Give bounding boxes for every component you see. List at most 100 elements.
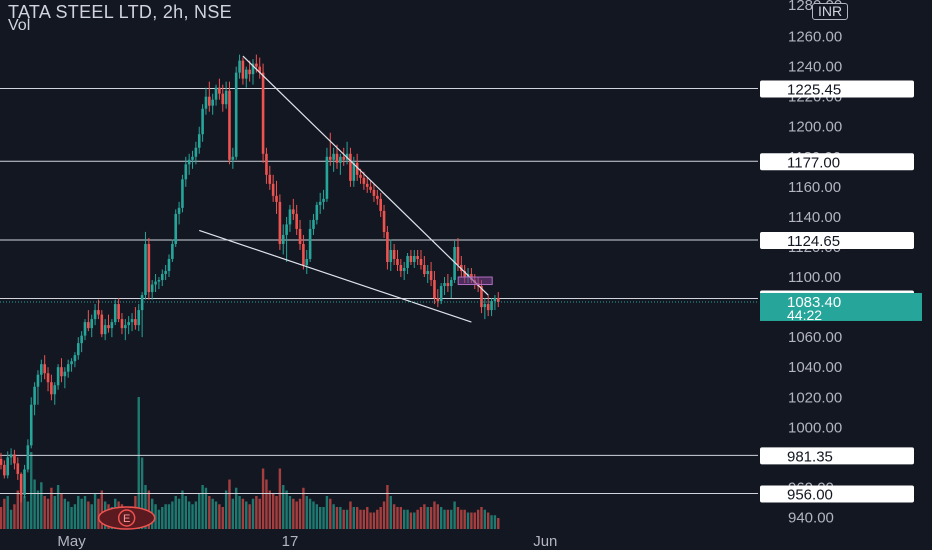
volume-bar: [181, 490, 184, 529]
volume-bar: [453, 501, 456, 529]
candle-body: [423, 265, 426, 275]
horizontal-levels: [0, 87, 758, 494]
volume-bar: [480, 507, 483, 529]
candle-body: [3, 464, 6, 476]
candle-body: [87, 322, 90, 329]
candle-body: [292, 209, 295, 214]
candle-body: [453, 246, 456, 281]
candle-body: [231, 156, 235, 160]
volume-bar: [322, 507, 325, 529]
candle-body: [167, 258, 171, 272]
candle-body: [278, 201, 282, 244]
volume-bar: [157, 509, 161, 529]
candle-body: [201, 108, 204, 135]
volume-bar: [426, 507, 429, 529]
volume-bar: [409, 512, 413, 529]
candle-body: [19, 473, 23, 495]
volume-bar: [198, 493, 201, 529]
candle-body: [177, 207, 181, 214]
price-tick-label: 1140.00: [788, 209, 841, 226]
volume-bars: [0, 397, 500, 529]
volume-bar: [325, 496, 329, 529]
candle-body: [349, 153, 352, 181]
candle-body: [255, 63, 258, 67]
volume-bar: [164, 504, 167, 529]
candle-body: [26, 445, 30, 470]
volume-bar: [285, 490, 288, 529]
candle-body: [110, 322, 114, 329]
candle-body: [399, 265, 403, 272]
earnings-circle: [117, 509, 136, 527]
volume-bar: [211, 498, 214, 529]
candle-body: [127, 322, 130, 326]
volume-bar: [382, 501, 386, 529]
volume-bar: [423, 504, 426, 529]
candle-body: [103, 325, 107, 335]
candle-body: [160, 274, 164, 281]
candle-body: [480, 286, 483, 308]
candle-body: [100, 314, 104, 335]
volume-bar: [40, 482, 43, 529]
volume-bar: [251, 498, 255, 529]
volume-bar: [255, 496, 258, 529]
candle-body: [80, 335, 83, 344]
candle-body: [93, 310, 97, 320]
candle-body: [429, 271, 433, 281]
candle-body: [66, 364, 70, 372]
candle-body: [275, 195, 278, 202]
markers: E: [97, 276, 493, 530]
volume-bar: [93, 493, 97, 529]
candle-body: [295, 213, 298, 229]
current-price-tag: [760, 292, 922, 321]
candle-body: [308, 228, 312, 259]
level-price-tag: [760, 80, 914, 98]
time-tick-label: 17: [282, 533, 299, 550]
volume-bar: [3, 498, 6, 529]
candle-body: [315, 204, 319, 220]
candle-body: [40, 364, 43, 375]
candle-body: [53, 385, 57, 395]
candle-body: [221, 93, 225, 105]
volume-bar: [235, 487, 238, 529]
symbol-title[interactable]: TATA STEEL LTD, 2h, NSE: [8, 2, 232, 22]
candle-body: [312, 219, 315, 229]
candle-body: [33, 386, 36, 405]
candle-body: [339, 156, 342, 163]
candle-body: [446, 283, 450, 287]
candle-body: [443, 283, 446, 287]
level-price-label: 981.35: [787, 448, 833, 465]
candle-body: [147, 243, 151, 293]
candle-body: [224, 90, 228, 105]
candle-body: [362, 177, 366, 184]
volume-bar: [174, 496, 177, 529]
candle-body: [389, 249, 393, 262]
candle-body: [486, 304, 490, 311]
volume-bar: [292, 498, 295, 529]
candle-body: [244, 69, 248, 79]
price-tick-label: 1000.00: [788, 419, 842, 436]
volume-bar: [483, 509, 487, 529]
volume-bar: [26, 501, 30, 529]
volume-bar: [282, 485, 285, 529]
volume-bar: [19, 482, 23, 529]
volume-bar: [97, 498, 100, 529]
level-price-tag: [760, 153, 914, 171]
currency-badge[interactable]: INR: [812, 3, 849, 20]
volume-bar: [144, 485, 147, 529]
volume-bar: [416, 509, 419, 529]
candle-body: [60, 367, 63, 377]
price-tick-label: 1060.00: [788, 329, 842, 346]
candle-body: [214, 87, 218, 100]
volume-bar: [53, 496, 56, 529]
candle-body: [130, 319, 134, 323]
volume-bar: [396, 507, 399, 529]
price-tick-label: 940.00: [788, 509, 834, 526]
candle-body: [120, 319, 124, 329]
volume-indicator-label[interactable]: Vol: [8, 17, 31, 34]
volume-bar: [171, 501, 174, 529]
candle-body: [376, 195, 379, 199]
candle-body: [426, 271, 430, 275]
candle-body: [281, 234, 285, 244]
